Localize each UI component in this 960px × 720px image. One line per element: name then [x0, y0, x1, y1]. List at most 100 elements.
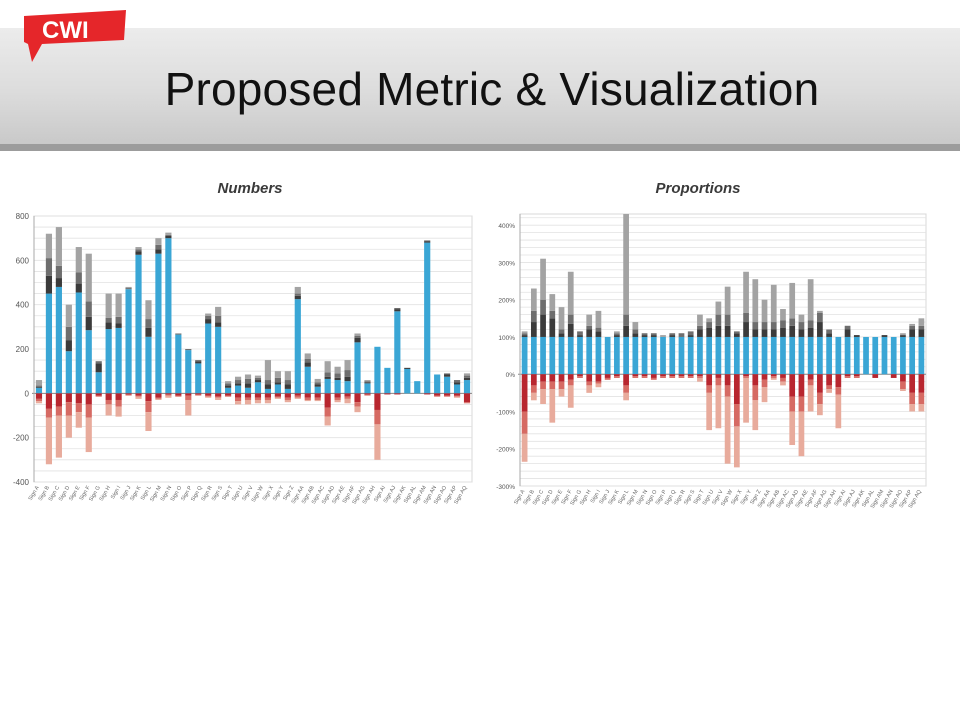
- numbers-bar-blue: [304, 366, 311, 394]
- numbers-bar-mid-gray: [55, 265, 62, 279]
- numbers-bar-mid-gray: [394, 307, 401, 310]
- proportions-bar-dark-gray: [558, 333, 565, 337]
- proportions-bar-light-red: [918, 404, 925, 412]
- proportions-bar-dark-red: [715, 374, 722, 378]
- proportions-bar-mid-red: [789, 396, 796, 412]
- numbers-bar-light-red: [314, 399, 321, 402]
- numbers-bar-dark-gray: [424, 241, 431, 243]
- proportions-bar-mid-gray: [623, 314, 629, 326]
- numbers-bar-light-red: [65, 415, 72, 438]
- numbers-bar-blue: [115, 327, 122, 394]
- numbers-bar-light-red: [105, 404, 112, 416]
- numbers-bar-mid-gray: [145, 319, 152, 328]
- numbers-bar-dark-red: [205, 393, 212, 396]
- proportions-bar-mid-gray: [706, 322, 713, 328]
- proportions-bar-light-gray: [807, 279, 814, 321]
- numbers-bar-mid-gray: [195, 360, 202, 362]
- proportions-bar-dark-red: [697, 374, 703, 377]
- proportions-ytick-label: 100%: [498, 335, 515, 342]
- numbers-bar-dark-red: [234, 393, 242, 398]
- numbers-bar-blue: [165, 238, 172, 394]
- numbers-bar-mid-red: [314, 397, 321, 400]
- numbers-bar-mid-red: [334, 397, 341, 400]
- numbers-bar-mid-gray: [304, 358, 311, 363]
- proportions-bar-blue: [844, 336, 851, 375]
- numbers-bar-dark-red: [244, 393, 252, 398]
- numbers-bar-mid-red: [284, 397, 291, 400]
- numbers-ytick-label: 600: [16, 256, 30, 265]
- chart-title-numbers: Numbers: [217, 180, 283, 197]
- numbers-bar-dark-gray: [55, 278, 62, 287]
- proportions-bar-light-red: [521, 433, 528, 462]
- numbers-bar-blue: [324, 378, 331, 394]
- numbers-bar-blue: [155, 253, 162, 394]
- numbers-bar-light-red: [294, 397, 301, 399]
- numbers-bar-light-gray: [354, 333, 361, 336]
- numbers-bar-dark-gray: [75, 283, 82, 293]
- proportions-bar-light-red: [900, 389, 906, 391]
- numbers-bar-light-gray: [215, 306, 222, 316]
- numbers-bar-mid-red: [354, 402, 361, 407]
- numbers-bar-mid-red: [294, 395, 301, 398]
- numbers-bar-mid-red: [225, 395, 232, 397]
- proportions-bar-dark-gray: [900, 335, 906, 337]
- proportions-bar-mid-gray: [752, 322, 759, 330]
- numbers-bar-light-red: [334, 399, 341, 403]
- proportions-bar-dark-red: [752, 374, 759, 386]
- numbers-bar-dark-gray: [225, 385, 232, 388]
- numbers-bar-blue: [205, 323, 212, 394]
- proportions-bar-mid-gray: [807, 320, 814, 328]
- numbers-bar-blue: [95, 372, 102, 394]
- proportions-bar-mid-red: [697, 376, 703, 378]
- proportions-bar-light-gray: [567, 271, 574, 315]
- proportions-ytick-label: 400%: [498, 223, 515, 230]
- proportions-bar-dark-red: [826, 374, 832, 386]
- proportions-bar-light-gray: [761, 299, 768, 323]
- numbers-bar-dark-gray: [354, 337, 361, 343]
- proportions-bar-blue: [909, 336, 916, 375]
- proportions-bar-blue: [669, 336, 676, 375]
- numbers-bar-blue: [344, 381, 351, 394]
- proportions-bar-dark-red: [577, 374, 583, 377]
- proportions-bar-dark-gray: [807, 327, 814, 337]
- numbers-bar-dark-gray: [85, 316, 92, 331]
- numbers-bar-mid-gray: [215, 315, 222, 323]
- numbers-bar-light-red: [284, 399, 291, 403]
- numbers-bar-blue: [55, 286, 62, 394]
- proportions-bar-dark-gray: [780, 327, 786, 337]
- proportions-bar-blue: [697, 336, 703, 375]
- proportions-bar-blue: [595, 336, 602, 375]
- proportions-bar-dark-red: [872, 374, 879, 378]
- proportions-bar-light-red: [817, 404, 823, 416]
- proportions-bar-dark-gray: [614, 335, 620, 337]
- proportions-bar-mid-gray: [918, 325, 925, 330]
- proportions-bar-light-red: [558, 389, 565, 397]
- proportions-bar-dark-gray: [881, 335, 888, 337]
- numbers-bar-dark-gray: [95, 363, 102, 373]
- proportions-bar-blue: [798, 336, 805, 375]
- proportions-bar-dark-red: [798, 374, 805, 397]
- proportions-bar-dark-red: [918, 374, 925, 393]
- numbers-bar-mid-red: [185, 395, 192, 400]
- proportions-bar-dark-gray: [577, 335, 583, 337]
- proportions-bar-dark-gray: [844, 329, 851, 337]
- numbers-bar-mid-red: [434, 395, 441, 397]
- numbers-bar-blue: [274, 384, 281, 394]
- proportions-bar-dark-red: [595, 374, 602, 382]
- proportions-bar-mid-red: [761, 379, 768, 388]
- numbers-bar-mid-red: [364, 394, 371, 396]
- proportions-bar-mid-gray: [697, 325, 703, 330]
- numbers-bar-dark-red: [185, 393, 192, 396]
- numbers-bar-mid-red: [135, 395, 142, 397]
- proportions-bar-dark-red: [789, 374, 796, 397]
- numbers-bar-mid-gray: [324, 372, 331, 377]
- numbers-bar-dark-gray: [215, 322, 222, 327]
- numbers-bar-dark-red: [65, 393, 72, 403]
- numbers-bar-dark-gray: [244, 383, 252, 388]
- numbers-bar-light-gray: [274, 371, 281, 378]
- proportions-bar-dark-gray: [521, 335, 528, 337]
- numbers-bar-light-gray: [254, 375, 262, 378]
- proportions-bar-mid-red: [623, 385, 629, 393]
- proportions-bar-mid-red: [549, 381, 556, 390]
- proportions-bar-mid-red: [909, 392, 916, 405]
